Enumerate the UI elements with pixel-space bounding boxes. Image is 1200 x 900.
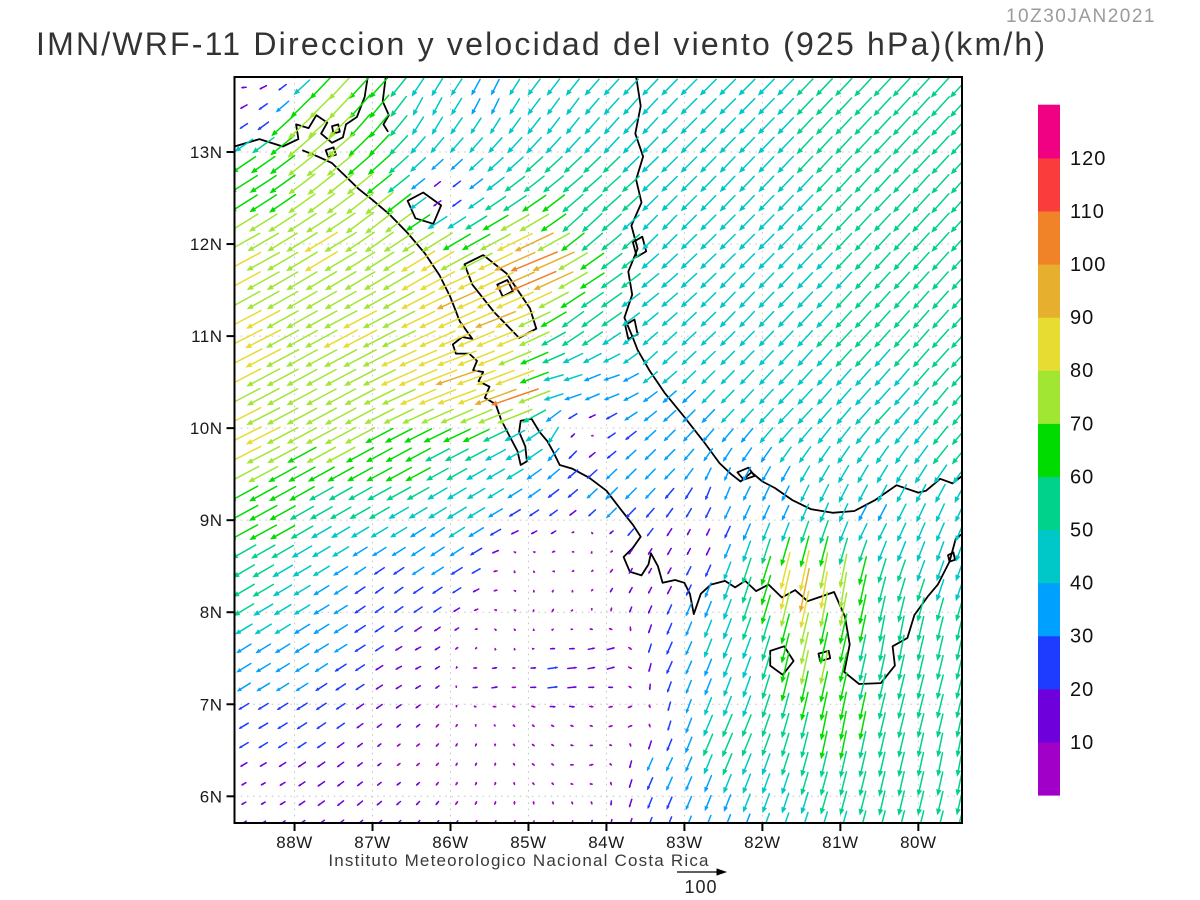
colorbar-label: 40 — [1070, 573, 1094, 595]
colorbar-segment — [1038, 582, 1060, 637]
y-tick-label: 12N — [190, 235, 223, 254]
colorbar-label: 120 — [1070, 148, 1106, 170]
y-tick-label: 6N — [200, 787, 223, 806]
colorbar-segment — [1038, 157, 1060, 212]
colorbar-segment — [1038, 688, 1060, 743]
colorbar-segment — [1038, 529, 1060, 584]
colorbar-label: 90 — [1070, 307, 1094, 329]
colorbar-label: 60 — [1070, 466, 1094, 488]
x-tick-label: 87W — [354, 833, 390, 852]
colorbar-segment — [1038, 370, 1060, 424]
colorbar-segment — [1038, 210, 1060, 265]
coastline-ometepe-island — [496, 279, 514, 298]
wind-vectors — [234, 77, 962, 823]
colorbar-segment — [1038, 741, 1060, 796]
y-tick-label: 11N — [191, 327, 222, 346]
reference-vector: 100 — [677, 868, 727, 897]
colorbar-segment — [1038, 264, 1060, 318]
coastline-lake-managua — [406, 191, 442, 225]
chart-footer: Instituto Meteorologico Nacional Costa R… — [328, 851, 710, 870]
chart-timestamp: 10Z30JAN2021 — [1005, 6, 1156, 27]
coastline-fonseca-island-2 — [324, 146, 337, 158]
x-tick-label: 88W — [276, 833, 312, 852]
colorbar-label: 100 — [1070, 254, 1106, 276]
coastline-pacific-coast — [301, 149, 962, 685]
y-tick-label: 9N — [200, 511, 223, 530]
axes: 13N 12N 11N 10N 9N 8N 7N 6N 88W 87W 86W 85W 84W 83W 82… — [190, 76, 963, 852]
y-tick-label: 8N — [200, 603, 223, 622]
reference-vector-label: 100 — [684, 877, 717, 897]
colorbar-segment — [1038, 476, 1060, 531]
x-tick-label: 86W — [432, 833, 468, 852]
colorbar-label: 20 — [1070, 679, 1094, 701]
coastline-caribbean-coast — [623, 77, 962, 514]
x-tick-label: 80W — [900, 833, 936, 852]
x-tick-label: 85W — [510, 833, 546, 852]
colorbar-segment — [1038, 635, 1060, 690]
x-tick-label: 82W — [744, 833, 780, 852]
colorbar-label: 110 — [1070, 201, 1105, 223]
colorbar-label: 10 — [1070, 732, 1094, 754]
coastlines — [234, 77, 962, 685]
colorbar-segment — [1038, 317, 1060, 371]
coastline-fonseca-island-1 — [331, 123, 341, 135]
colorbar-segment — [1038, 423, 1060, 477]
y-tick-label: 10N — [190, 419, 223, 438]
colorbar: 10 20 30 40 50 60 70 80 90 100 110 120 — [1038, 104, 1106, 796]
colorbar-label: 50 — [1070, 520, 1094, 542]
x-tick-label: 84W — [588, 833, 624, 852]
coastline-bocas-islands — [736, 466, 756, 481]
chart-title: IMN/WRF-11 Direccion y velocidad del vie… — [36, 26, 1048, 62]
x-tick-label: 81W — [822, 833, 858, 852]
x-tick-label: 83W — [666, 833, 702, 852]
colorbar-label: 80 — [1070, 360, 1094, 382]
coastline-estero-real — [381, 77, 390, 133]
colorbar-label: 70 — [1070, 413, 1094, 435]
coastline-lake-nicaragua — [463, 254, 538, 339]
coastline-pearl-lagoon — [632, 235, 648, 258]
colorbar-label: 30 — [1070, 626, 1094, 648]
y-tick-label: 7N — [200, 695, 223, 714]
coastline-el-salvador-fonseca — [234, 77, 369, 148]
coastline-taboga-island — [947, 551, 956, 563]
colorbar-segment — [1038, 104, 1060, 159]
y-tick-label: 13N — [190, 143, 223, 162]
coastline-coiba-island — [769, 645, 795, 676]
lat-lon-gridlines — [234, 77, 962, 823]
